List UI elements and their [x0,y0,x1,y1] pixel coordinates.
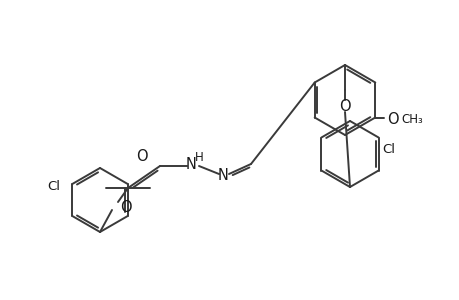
Text: O: O [136,148,147,164]
Text: N: N [185,157,196,172]
Text: O: O [120,200,131,215]
Text: Cl: Cl [47,179,60,193]
Text: CH₃: CH₃ [400,113,422,126]
Text: Cl: Cl [382,143,395,156]
Text: O: O [386,112,398,127]
Text: H: H [194,151,203,164]
Text: N: N [217,169,228,184]
Text: O: O [338,98,350,113]
